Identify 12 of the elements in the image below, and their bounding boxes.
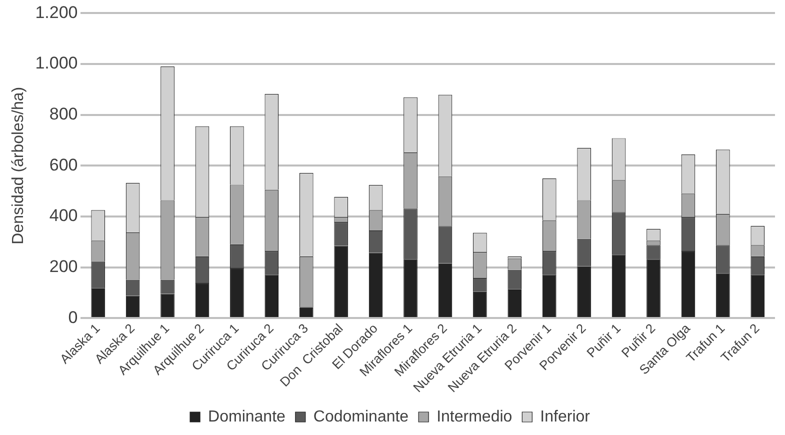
y-tick-label: 0 <box>68 308 78 327</box>
legend-label: Dominante <box>208 408 286 426</box>
y-tick-label: 1.200 <box>35 2 78 22</box>
legend-label: Codominante <box>313 408 409 426</box>
y-tick-label: 800 <box>49 104 78 124</box>
y-tick-label: 600 <box>49 155 78 174</box>
legend-label: Intermedio <box>436 408 512 426</box>
y-axis-title: Densidad (árboles/ha) <box>10 86 28 244</box>
y-tick-label: 1.000 <box>35 54 78 73</box>
y-tick-label: 200 <box>49 256 78 276</box>
legend-label: Inferior <box>540 408 591 426</box>
y-tick-label: 400 <box>49 206 78 226</box>
